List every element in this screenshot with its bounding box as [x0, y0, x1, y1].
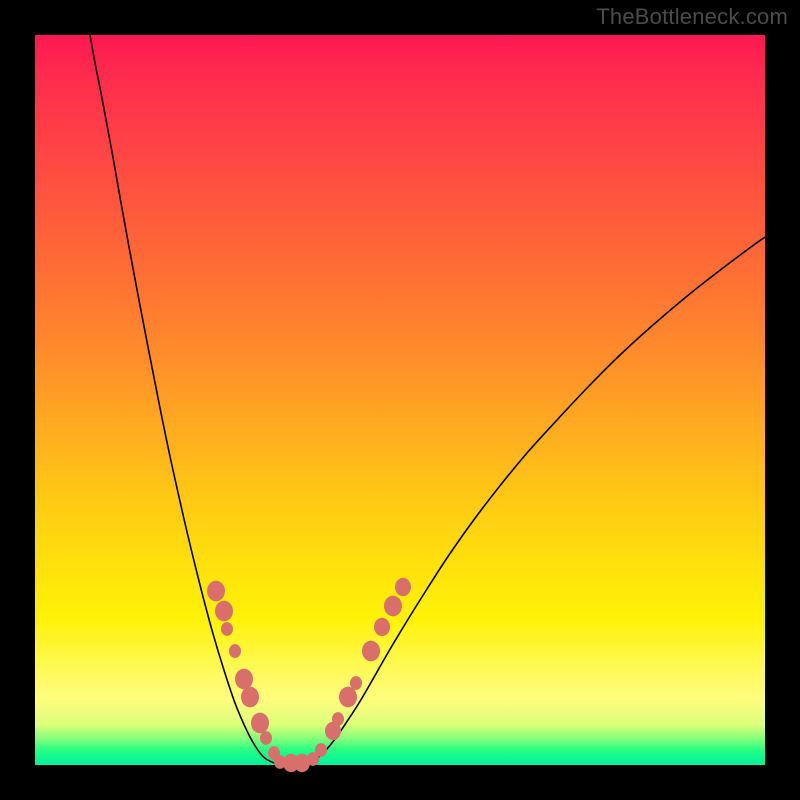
chart-frame: TheBottleneck.com — [0, 0, 800, 800]
data-dot — [315, 743, 327, 757]
watermark-text: TheBottleneck.com — [596, 4, 788, 30]
data-dot — [384, 596, 402, 617]
curve-layer — [35, 35, 765, 765]
data-dot — [241, 687, 259, 708]
data-dot — [332, 712, 344, 726]
data-dot — [207, 581, 225, 602]
data-dot — [235, 669, 253, 690]
data-dot — [215, 601, 233, 622]
data-dot — [350, 676, 362, 690]
data-dot — [374, 618, 390, 636]
data-dots — [207, 578, 411, 772]
data-dot — [395, 578, 411, 596]
data-dot — [362, 641, 380, 662]
data-dot — [229, 644, 241, 658]
data-dot — [251, 713, 269, 734]
curve-right — [307, 237, 765, 763]
curve-left — [90, 35, 274, 763]
data-dot — [339, 687, 357, 708]
data-dot — [221, 622, 233, 636]
data-dot — [260, 731, 272, 745]
plot-area — [35, 35, 765, 765]
